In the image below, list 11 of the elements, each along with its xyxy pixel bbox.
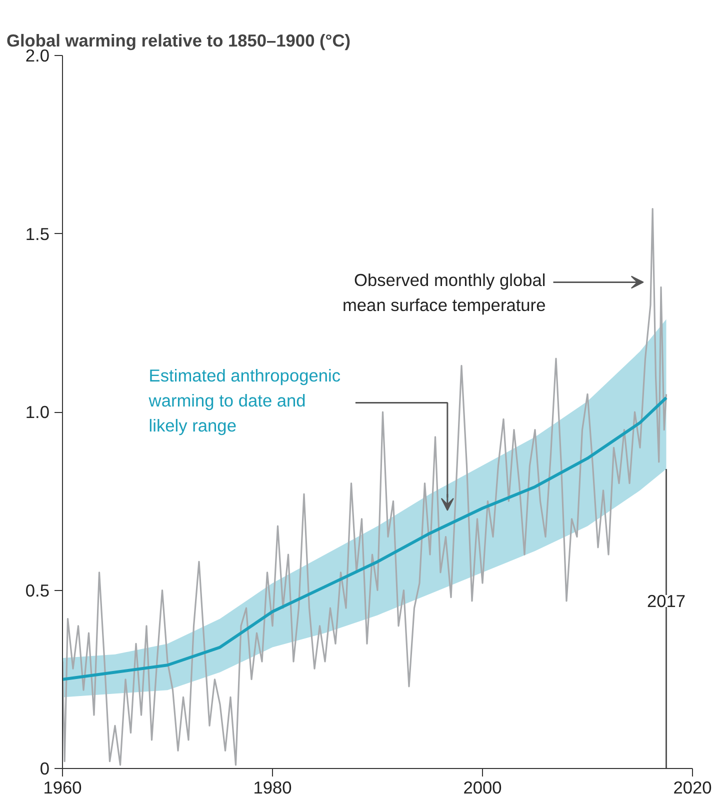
x-tick-label: 1960 — [43, 778, 82, 798]
y-tick-label: 1.0 — [25, 402, 50, 422]
y-tick-label: 0 — [40, 758, 50, 778]
ref-line-label: 2017 — [646, 590, 686, 611]
y-tick-label: 0.5 — [25, 580, 50, 600]
x-tick-label: 2020 — [673, 778, 712, 798]
y-tick-label: 1.5 — [25, 224, 50, 244]
x-tick-label: 2000 — [463, 778, 502, 798]
annotation: Estimated anthropogenic warming to date and likely range — [148, 366, 341, 436]
annotation: Observed monthly global mean surface temperature — [342, 270, 546, 316]
x-tick-label: 1980 — [253, 778, 292, 798]
